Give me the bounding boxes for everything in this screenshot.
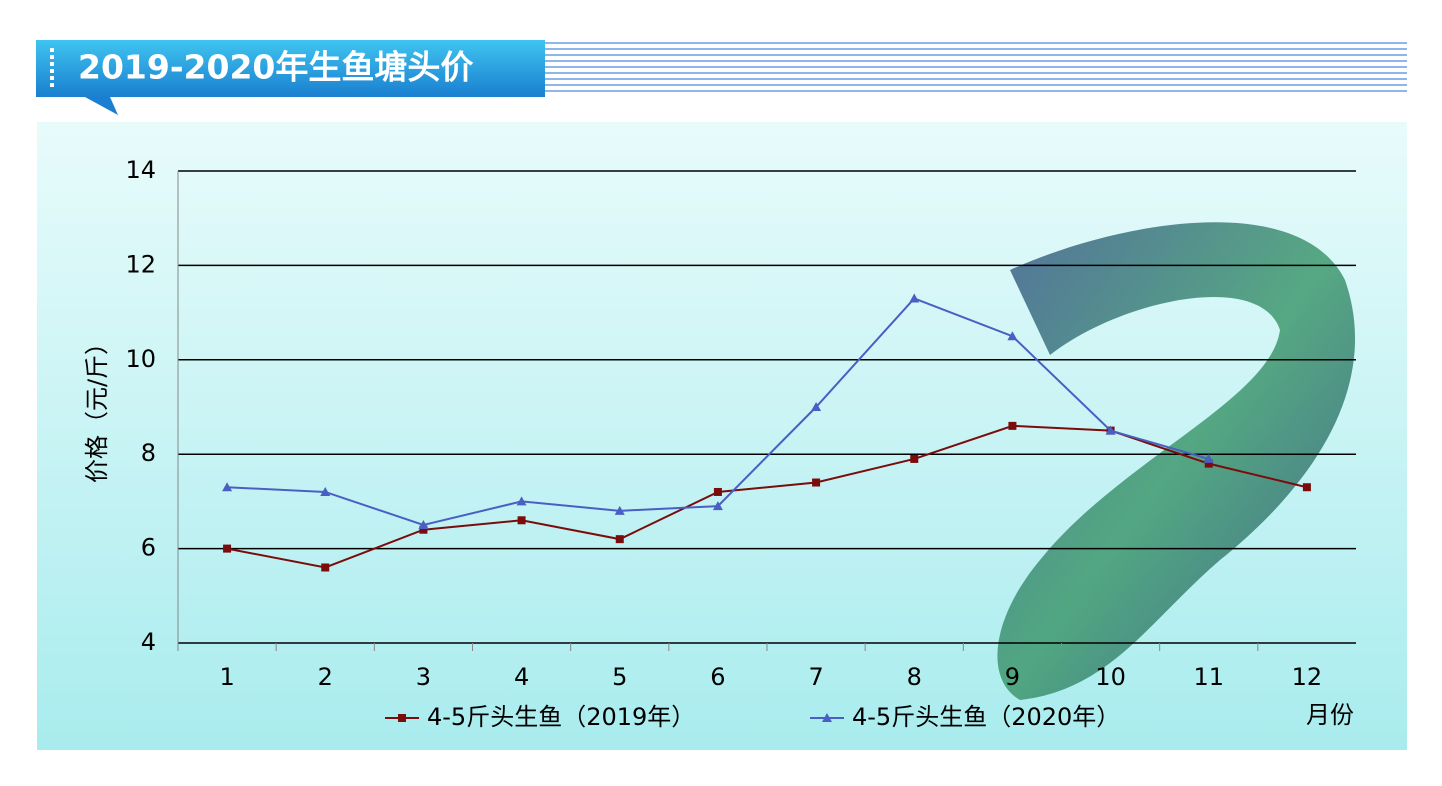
marker	[1302, 483, 1311, 492]
y-tick-label: 12	[125, 250, 156, 278]
x-tick-label: 11	[1193, 663, 1224, 691]
x-tick-label: 3	[416, 663, 431, 691]
marker	[517, 516, 526, 525]
marker	[713, 487, 722, 496]
marker	[614, 505, 625, 515]
marker	[1008, 421, 1017, 430]
x-tick-label: 9	[1005, 663, 1020, 691]
y-tick-label: 4	[141, 628, 156, 656]
marker	[223, 544, 232, 553]
title-banner	[36, 40, 545, 97]
legend-label: 4-5斤头生鱼（2020年）	[852, 703, 1120, 731]
marker	[909, 293, 920, 303]
x-tick-label: 5	[612, 663, 627, 691]
marker	[1204, 459, 1213, 468]
marker	[712, 501, 723, 511]
marker	[1007, 331, 1018, 341]
x-tick-label: 7	[808, 663, 823, 691]
legend-label: 4-5斤头生鱼（2019年）	[427, 703, 695, 731]
x-tick-label: 2	[318, 663, 333, 691]
x-tick-label: 10	[1095, 663, 1126, 691]
marker	[812, 478, 821, 487]
marker	[822, 713, 832, 722]
marker	[615, 535, 624, 544]
banner-tail	[85, 97, 118, 115]
marker	[811, 402, 822, 411]
marker	[516, 496, 527, 506]
marker	[910, 454, 919, 463]
y-tick-label: 14	[125, 156, 156, 184]
x-tick-label: 8	[907, 663, 922, 691]
marker	[419, 525, 428, 534]
x-axis-label: 月份	[1306, 701, 1354, 729]
x-tick-label: 6	[710, 663, 725, 691]
x-tick-label: 12	[1292, 663, 1323, 691]
marker	[398, 714, 406, 722]
fish-illustration	[997, 222, 1356, 700]
marker	[321, 563, 330, 572]
marker	[418, 520, 429, 529]
marker	[320, 486, 331, 496]
x-tick-label: 4	[514, 663, 529, 691]
banner-stripes	[545, 42, 1407, 92]
marker	[222, 482, 233, 492]
y-axis-label: 价格（元/斤）	[83, 331, 111, 483]
y-tick-label: 8	[141, 439, 156, 467]
marker	[1105, 425, 1116, 435]
y-tick-label: 6	[141, 534, 156, 562]
y-tick-label: 10	[125, 345, 156, 373]
chart-title: 2019-2020年生鱼塘头价	[78, 48, 473, 87]
x-tick-label: 1	[219, 663, 234, 691]
marker	[1203, 453, 1214, 463]
